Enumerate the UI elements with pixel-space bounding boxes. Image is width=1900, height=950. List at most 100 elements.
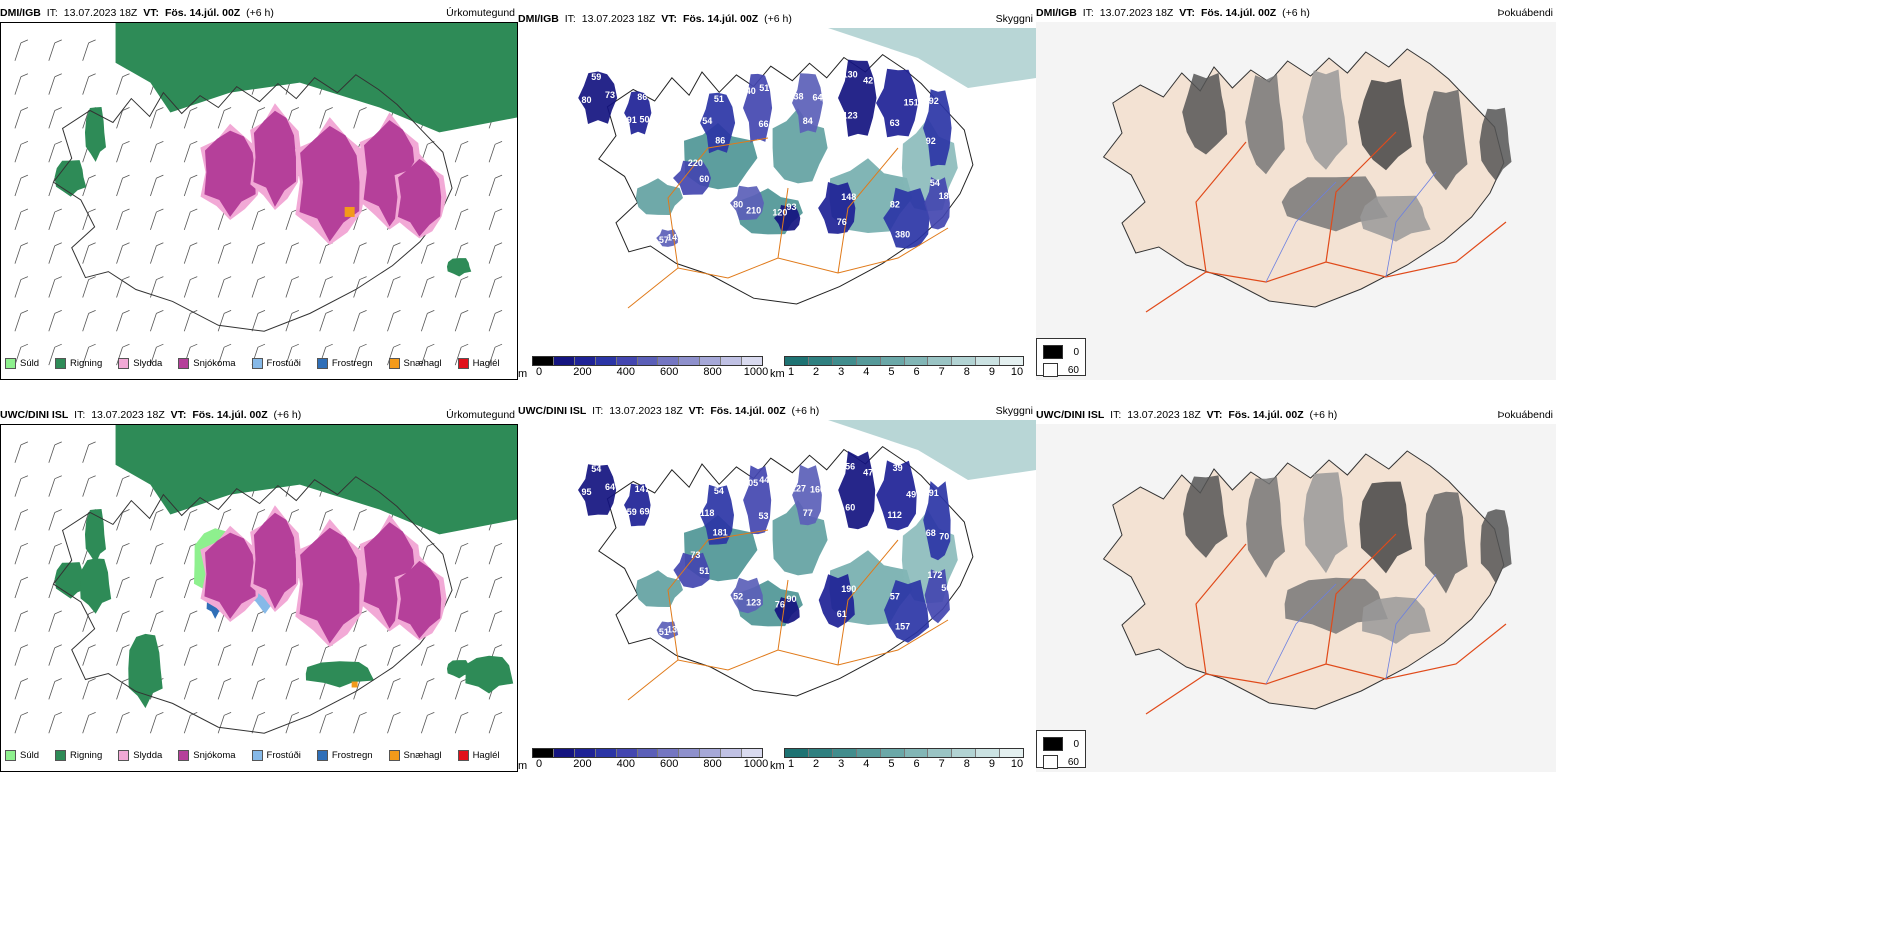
wind-barb xyxy=(353,107,367,129)
colorbar-segment xyxy=(880,749,905,757)
wind-barb xyxy=(353,509,367,531)
ceiling-value-label: 59 xyxy=(627,507,637,517)
wind-barb xyxy=(217,343,232,366)
river-network xyxy=(1265,171,1437,283)
fog-index-area xyxy=(1360,195,1431,242)
colorbar-tick-label: 9 xyxy=(988,758,995,770)
ceiling-value-label: 82 xyxy=(890,200,900,210)
init-time-label: IT: xyxy=(564,13,576,25)
ceiling-value-label: 61 xyxy=(837,609,847,619)
colorbar-tick-label: 600 xyxy=(660,758,679,770)
wind-barb xyxy=(488,343,503,366)
wind-barb xyxy=(14,39,29,61)
ceiling-value-label: 54 xyxy=(930,178,940,188)
colorbar-segment xyxy=(533,749,554,757)
colorbar-tick-label: 8 xyxy=(963,758,970,770)
ceiling-value-label: 76 xyxy=(837,217,847,227)
ceiling-colorbar: m 0 200 400 600 800 1000 xyxy=(518,748,768,772)
ceiling-value-label: 66 xyxy=(758,119,768,129)
wind-barb xyxy=(454,276,469,298)
lead-time: (+6 h) xyxy=(791,405,820,417)
ceiling-value-label: 86 xyxy=(715,136,725,146)
wind-barb xyxy=(285,242,300,264)
init-time-label: IT: xyxy=(1110,409,1122,421)
fog-map[interactable] xyxy=(1036,424,1556,772)
wind-barb xyxy=(14,678,29,700)
colorbar-tick-label: 9 xyxy=(988,366,995,378)
wind-barb xyxy=(454,576,469,599)
ceiling-value-label: 130 xyxy=(667,625,682,635)
ceiling-value-label: 39 xyxy=(893,463,903,473)
legend-item: Súld xyxy=(5,357,39,369)
wind-barb xyxy=(217,509,232,531)
ceiling-value-label: 112 xyxy=(887,510,902,520)
fog-legend: 0 60 xyxy=(1036,338,1086,377)
wind-barb xyxy=(48,711,62,734)
ceiling-value-label: 52 xyxy=(733,592,743,602)
fog-map-svg xyxy=(1036,424,1556,772)
wind-barb xyxy=(488,610,503,632)
legend-item: Snjókoma xyxy=(178,749,236,761)
colorbar-tick-label: 2 xyxy=(813,366,820,378)
wind-barb xyxy=(251,310,266,332)
precip-type-map[interactable]: Súld Rigning Slydda Snjókoma Frostúði Frostre… xyxy=(0,424,518,772)
ceiling-area xyxy=(774,205,801,231)
colorbar-unit: km xyxy=(770,368,785,380)
snow-area xyxy=(299,527,360,644)
visibility-map[interactable]: 73 91 51 66 38 42 63 92 60 80 93 76 82 183 57 59 50 54 51 8… xyxy=(518,28,1036,380)
legend-swatch xyxy=(5,357,16,369)
colorbar-strip xyxy=(532,356,763,366)
visibility-map[interactable]: 64 59 54 53 127 47 112 91 51 52 90 61 57 56 51 54 69 118 4… xyxy=(518,420,1036,772)
fog-index-area xyxy=(1479,107,1512,181)
fog-legend-row: 0 xyxy=(1043,735,1079,753)
wind-barb xyxy=(48,310,62,332)
legend-item: Frostúði xyxy=(251,357,301,369)
init-time: 13.07.2023 18Z xyxy=(609,405,683,417)
legend-item: Snjókoma xyxy=(178,357,236,369)
wind-barb xyxy=(183,509,198,531)
iceland-outline xyxy=(52,74,453,332)
wind-barb xyxy=(116,343,130,366)
legend-item: Frostúði xyxy=(251,749,301,761)
fog-index-area xyxy=(1424,491,1468,594)
legend-label: Slydda xyxy=(133,749,163,761)
wind-barb xyxy=(454,343,469,366)
wind-barb xyxy=(183,107,198,129)
fog-map[interactable] xyxy=(1036,22,1556,380)
lead-time: (+6 h) xyxy=(273,409,302,421)
legend-label: Rigning xyxy=(70,357,103,369)
wind-barb xyxy=(150,610,164,632)
wind-barb xyxy=(454,174,469,197)
ceiling-value-label: 47 xyxy=(863,467,873,477)
wind-barb xyxy=(116,610,130,632)
product-name: Úrkomutegund xyxy=(446,7,515,19)
wind-barb xyxy=(48,610,62,632)
colorbar-segment xyxy=(637,749,659,757)
init-time: 13.07.2023 18Z xyxy=(581,13,656,25)
legend-swatch xyxy=(178,357,190,369)
wind-barb xyxy=(251,107,266,129)
legend-item: Súld xyxy=(5,749,39,761)
valid-time: Fös. 14.júl. 00Z xyxy=(192,409,268,421)
product-name: Þokuábendi xyxy=(1497,7,1553,19)
ceiling-value-label: 54 xyxy=(591,464,601,474)
ceiling-value-label: 56 xyxy=(941,583,951,593)
wind-barb xyxy=(285,711,300,734)
colorbar-tick-label: 800 xyxy=(703,366,722,378)
wind-barb xyxy=(488,174,503,197)
fog-index-area xyxy=(1182,73,1228,155)
legend-swatch xyxy=(316,749,328,761)
wind-barb xyxy=(319,107,333,129)
valid-time: Fös. 14.júl. 00Z xyxy=(710,405,786,417)
wind-barb xyxy=(48,542,62,565)
colorbar-segment xyxy=(616,357,638,365)
wind-barb xyxy=(251,208,266,230)
wind-barb xyxy=(454,610,469,632)
ceiling-area xyxy=(924,569,950,624)
precip-type-map[interactable]: Súld Rigning Slydda Snjókoma Frostúði Frostre… xyxy=(0,22,518,380)
ceiling-value-label: 90 xyxy=(786,594,796,604)
colorbar-segment xyxy=(904,357,929,365)
wind-barb xyxy=(14,711,29,734)
ceiling-value-label: 51 xyxy=(714,94,724,104)
fog-index-area xyxy=(1422,89,1468,191)
